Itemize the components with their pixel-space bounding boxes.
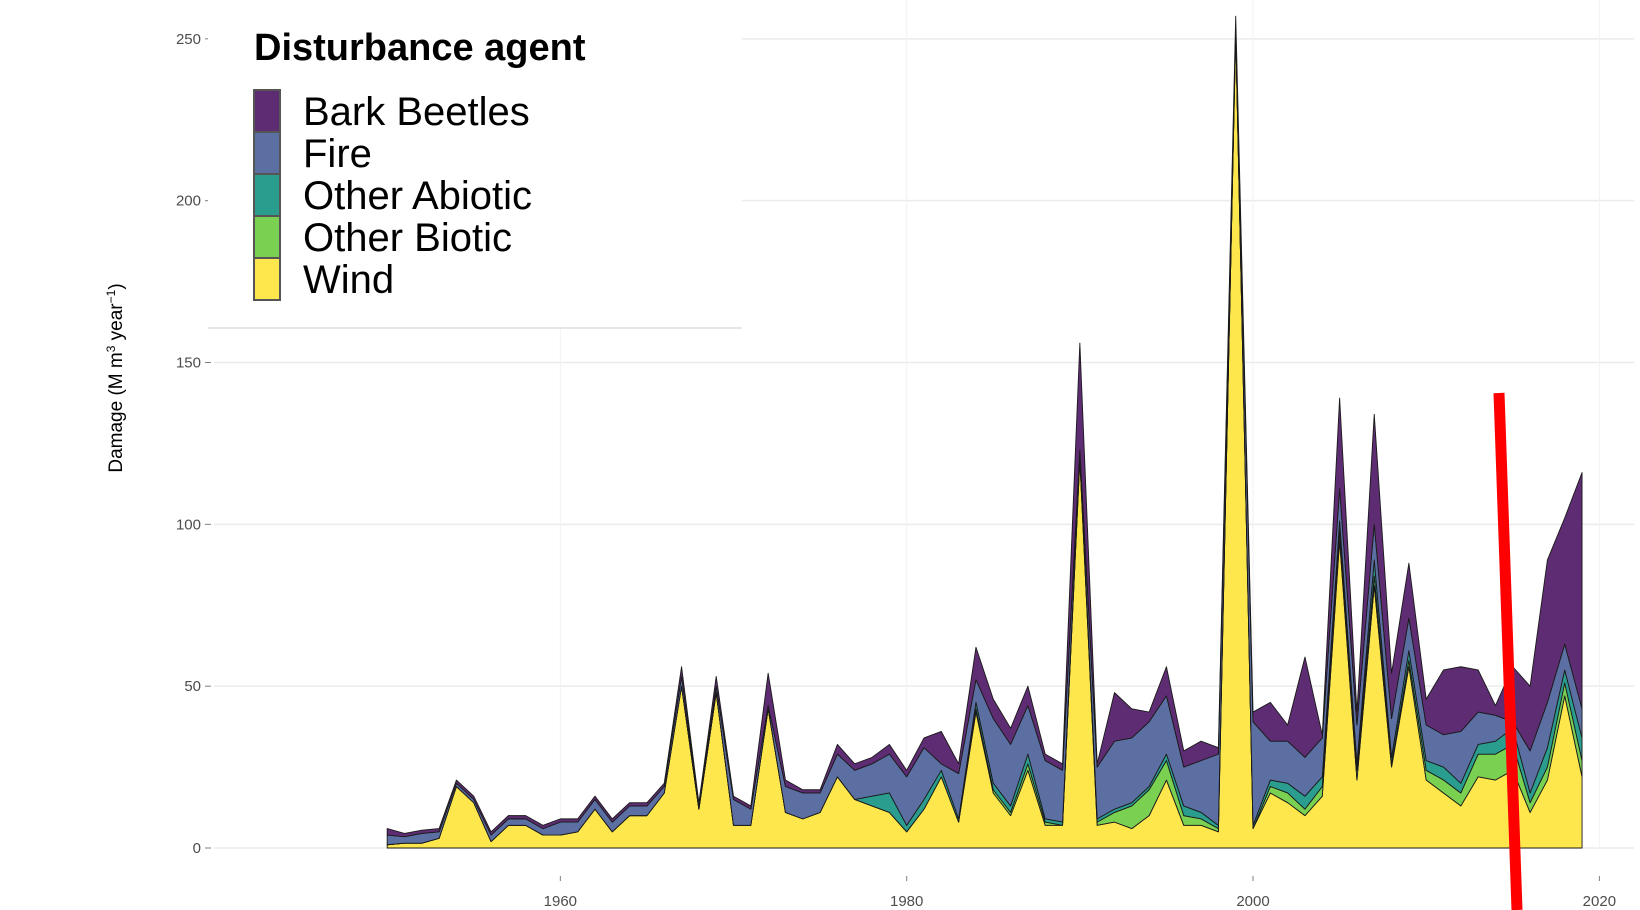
legend-swatch xyxy=(253,89,281,133)
y-tick-label: 200 xyxy=(176,193,201,210)
y-axis-ticks: 0 50 100 150 200 250 xyxy=(176,31,211,857)
red-marker-line xyxy=(1493,392,1523,910)
x-tick-label: 1960 xyxy=(544,893,577,910)
legend-title: Disturbance agent xyxy=(254,27,586,69)
legend-label: Other Abiotic xyxy=(303,174,532,218)
area-layers xyxy=(386,15,1583,849)
legend-background xyxy=(208,0,742,328)
y-axis-title: Damage (M m3 year−1) xyxy=(104,283,127,472)
y-tick-label: 100 xyxy=(176,516,201,533)
legend-label: Fire xyxy=(303,132,372,176)
x-tick-label: 1980 xyxy=(890,893,923,910)
legend-label: Other Biotic xyxy=(303,216,512,260)
area-bark-beetles xyxy=(386,15,1583,838)
y-tick-label: 250 xyxy=(176,31,201,48)
x-tick-label: 2020 xyxy=(1583,893,1616,910)
legend: Disturbance agent Bark BeetlesFireOther … xyxy=(208,0,742,329)
x-tick-label: 2000 xyxy=(1236,893,1269,910)
y-tick-label: 50 xyxy=(184,678,201,695)
x-axis-ticks: 1960 1980 2000 2020 xyxy=(544,876,1616,910)
legend-swatch xyxy=(253,131,281,175)
legend-swatch xyxy=(253,257,281,301)
legend-swatch xyxy=(253,215,281,259)
legend-swatch xyxy=(253,173,281,217)
legend-label: Bark Beetles xyxy=(303,90,530,134)
legend-label: Wind xyxy=(303,258,394,302)
y-tick-label: 0 xyxy=(193,840,201,857)
y-tick-label: 150 xyxy=(176,355,201,372)
